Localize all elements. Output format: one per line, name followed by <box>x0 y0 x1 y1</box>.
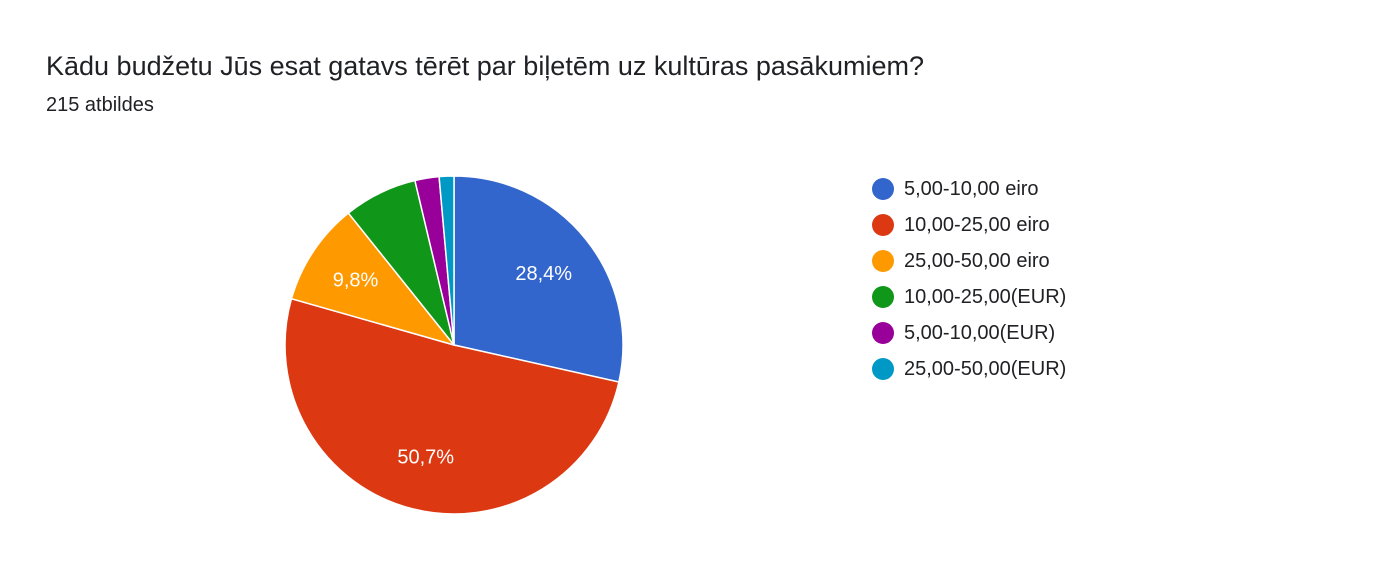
pie-slice-labels: 28,4% 50,7% 9,8% <box>333 263 573 468</box>
pie-slice-label-0: 28,4% <box>515 263 572 285</box>
pie-slice-5[interactable] <box>438 175 455 346</box>
legend-swatch-4 <box>872 322 894 344</box>
legend-label-1: 10,00-25,00 eiro <box>904 213 1050 236</box>
legend-swatch-0 <box>872 178 894 200</box>
pie-slice-2[interactable] <box>290 212 457 347</box>
pie-slices <box>284 175 624 515</box>
pie-slice-1[interactable] <box>284 297 620 515</box>
legend-item-5[interactable]: 25,00-50,00(EUR) <box>872 351 1066 387</box>
legend-label-0: 5,00-10,00 eiro <box>904 177 1039 200</box>
legend-label-2: 25,00-50,00 eiro <box>904 249 1050 272</box>
pie-slice-0[interactable] <box>453 175 624 383</box>
legend-swatch-3 <box>872 286 894 308</box>
legend-item-3[interactable]: 10,00-25,00(EUR) <box>872 279 1066 315</box>
legend-swatch-2 <box>872 250 894 272</box>
legend-label-5: 25,00-50,00(EUR) <box>904 357 1067 380</box>
legend-swatch-5 <box>872 358 894 380</box>
legend-swatch-1 <box>872 214 894 236</box>
pie-slice-label-2: 9,8% <box>333 270 379 292</box>
legend-label-4: 5,00-10,00(EUR) <box>904 321 1056 344</box>
chart-legend: 5,00-10,00 eiro 10,00-25,00 eiro 25,00-50,… <box>872 171 1066 387</box>
pie-slice-label-1: 50,7% <box>397 446 454 468</box>
response-count: 215 atbildes <box>46 94 154 116</box>
legend-item-4[interactable]: 5,00-10,00(EUR) <box>872 315 1066 351</box>
legend-item-1[interactable]: 10,00-25,00 eiro <box>872 207 1066 243</box>
legend-item-0[interactable]: 5,00-10,00 eiro <box>872 171 1066 207</box>
legend-item-2[interactable]: 25,00-50,00 eiro <box>872 243 1066 279</box>
question-title: Kādu budžetu Jūs esat gatavs tērēt par b… <box>46 51 924 81</box>
legend-label-3: 10,00-25,00(EUR) <box>904 285 1067 308</box>
